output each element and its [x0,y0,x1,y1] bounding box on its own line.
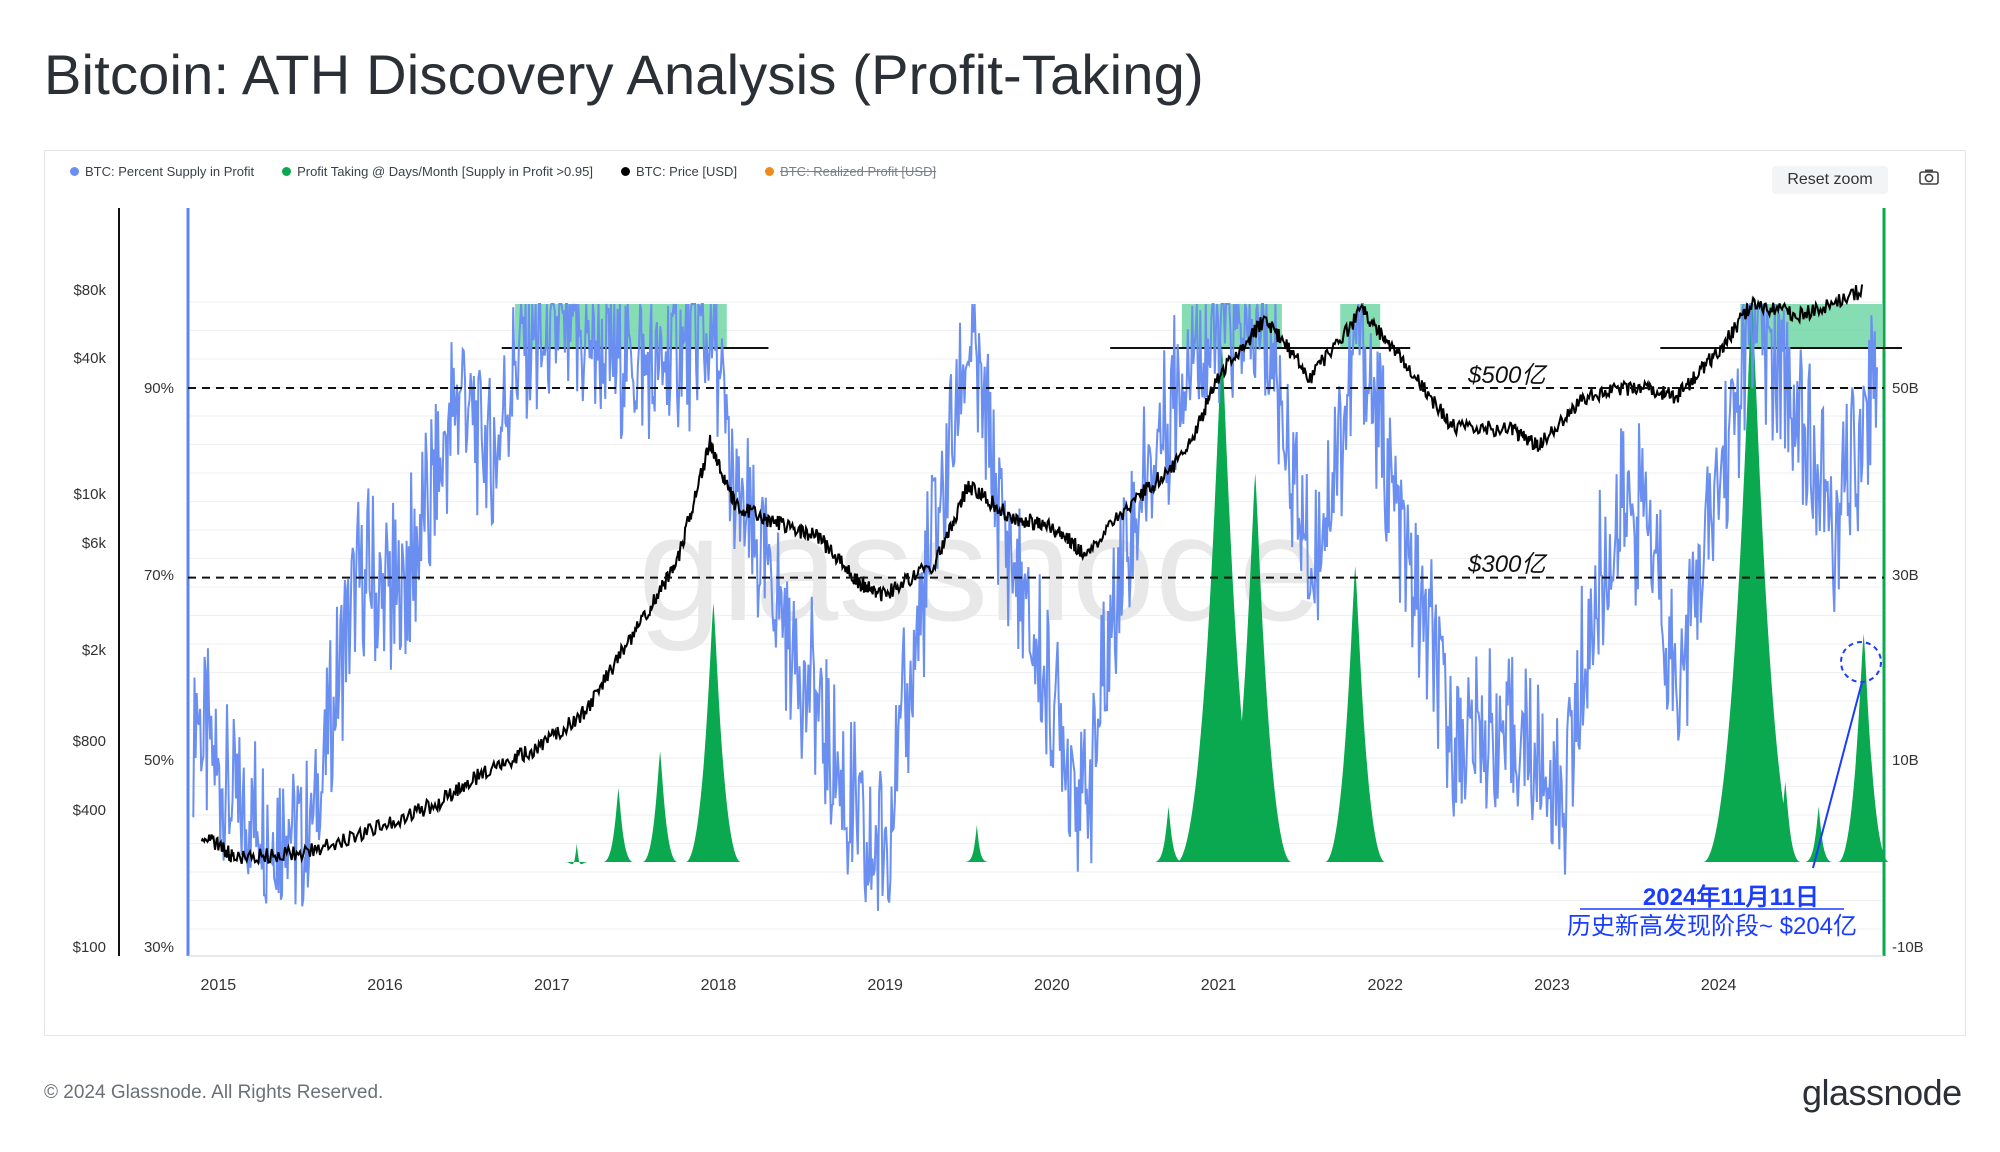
price-line [200,284,1864,866]
price-tick-label: $400 [73,802,106,819]
reference-label-300: $300亿 [1467,551,1548,578]
legend-label-2: BTC: Price [USD] [635,164,738,179]
legend-label-3: BTC: Realized Profit [USD] [780,164,937,179]
camera-icon[interactable] [1918,166,1940,188]
x-tick-label: 2024 [1701,977,1737,994]
price-tick-label: $100 [73,939,106,956]
percent-supply-line [192,301,1878,911]
right-tick-label: 10B [1892,752,1919,769]
price-tick-label: $80k [73,282,106,299]
right-tick-label: 50B [1892,380,1919,397]
highlight-circle [1840,641,1882,683]
x-tick-label: 2023 [1534,977,1570,994]
percent-tick-label: 30% [144,939,174,956]
x-tick-label: 2022 [1367,977,1403,994]
right-tick-label: -10B [1892,939,1924,956]
annotation-date: 2024年11月11日 [1643,883,1819,911]
x-tick-label: 2019 [867,977,903,994]
legend-dot-1 [282,167,292,176]
price-tick-label: $40k [73,350,106,367]
x-tick-label: 2017 [534,977,570,994]
page-title: Bitcoin: ATH Discovery Analysis (Profit-… [44,43,1204,106]
legend-item-2[interactable]: BTC: Price [USD] [620,164,738,179]
price-tick-label: $800 [73,733,106,750]
legend-label-0: BTC: Percent Supply in Profit [85,164,255,179]
chart-legend: BTC: Percent Supply in Profit Profit Taki… [70,164,936,179]
price-tick-label: $6k [82,535,107,552]
x-tick-label: 2020 [1034,977,1070,994]
percent-tick-label: 70% [144,567,174,584]
right-tick-label: 30B [1892,567,1919,584]
legend-dot-0 [70,167,79,176]
legend-item-3[interactable]: BTC: Realized Profit [USD] [765,164,936,179]
brand-logo: glassnode [1802,1072,1962,1113]
copyright-text: © 2024 Glassnode. All Rights Reserved. [44,1082,384,1103]
annotation-arrow [1812,681,1863,869]
legend-dot-3 [765,167,775,176]
legend-item-0[interactable]: BTC: Percent Supply in Profit [70,164,254,179]
percent-tick-label: 90% [144,380,174,397]
x-tick-label: 2016 [367,977,403,994]
legend-label-1: Profit Taking @ Days/Month [Supply in Pr… [297,164,593,179]
x-tick-label: 2021 [1201,977,1237,994]
profit-taking-area [565,295,1890,865]
x-tick-label: 2018 [701,977,737,994]
reference-label-500: $500亿 [1467,362,1548,389]
reset-zoom-button[interactable]: Reset zoom [1772,166,1888,194]
x-tick-label: 2015 [201,977,237,994]
legend-dot-2 [620,167,630,176]
price-tick-label: $10k [73,486,106,503]
price-tick-label: $2k [82,642,107,659]
percent-tick-label: 50% [144,752,174,769]
annotation-description: 历史新高发现阶段~ $204亿 [1567,913,1857,940]
legend-item-1[interactable]: Profit Taking @ Days/Month [Supply in Pr… [282,164,593,179]
